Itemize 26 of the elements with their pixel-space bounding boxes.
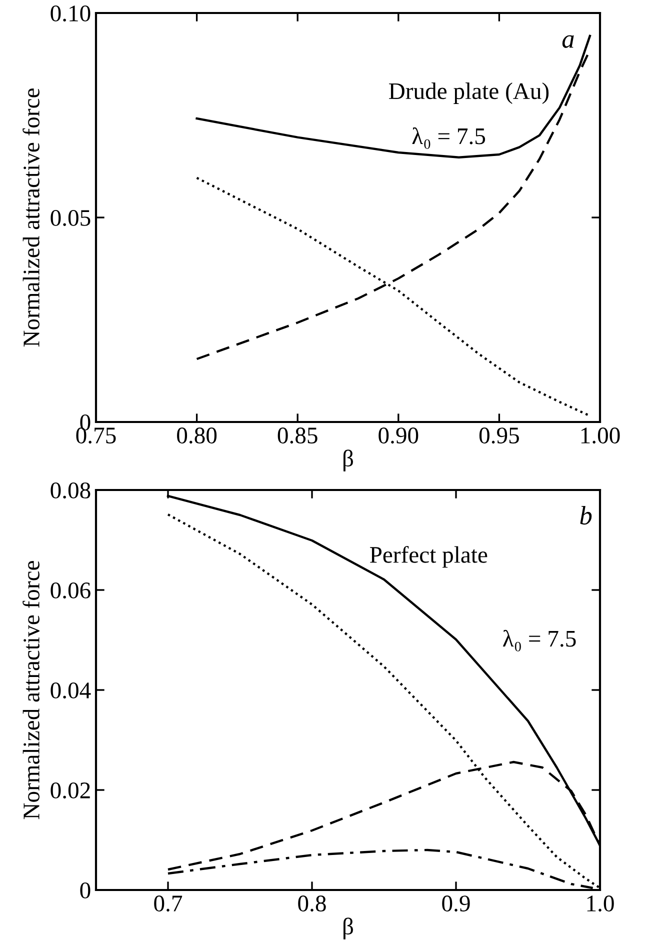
x-tick-label: 0.95 — [479, 428, 519, 444]
y-tick-label: 0.06 — [50, 582, 90, 599]
annotation: λ₀ = 7.5 — [412, 127, 486, 149]
annotation: a — [562, 35, 574, 48]
x-axis-title: β — [344, 918, 354, 940]
x-tick-label: 0.90 — [378, 428, 418, 444]
y-tick-label: 0.08 — [50, 482, 90, 499]
y-axis-title: Normalized attractive force — [22, 88, 40, 347]
y-axis-title: Normalized attractive force — [22, 561, 40, 820]
annotation: λ₀ = 7.5 — [502, 630, 576, 652]
y-tick-label: 0.05 — [50, 210, 90, 226]
x-tick-label: 0.8 — [298, 896, 326, 912]
y-tick-label: 0.02 — [50, 782, 90, 799]
x-tick-label: 0.85 — [278, 428, 318, 444]
annotation: Perfect plate — [370, 546, 488, 568]
x-tick-label: 1.00 — [581, 428, 620, 444]
y-tick-label: 0.10 — [50, 5, 90, 22]
x-tick-label: 1.0 — [587, 896, 614, 912]
x-axis-title: β — [344, 450, 354, 472]
y-tick-label: 0.04 — [50, 682, 91, 699]
annotation: Drude plate (Au) — [389, 82, 549, 104]
y-tick-label: 0 — [80, 882, 90, 898]
x-tick-label: 0.9 — [442, 896, 470, 912]
annotation: b — [580, 506, 592, 525]
x-tick-label: 0.80 — [177, 428, 217, 444]
x-tick-label: 0.7 — [154, 896, 182, 912]
